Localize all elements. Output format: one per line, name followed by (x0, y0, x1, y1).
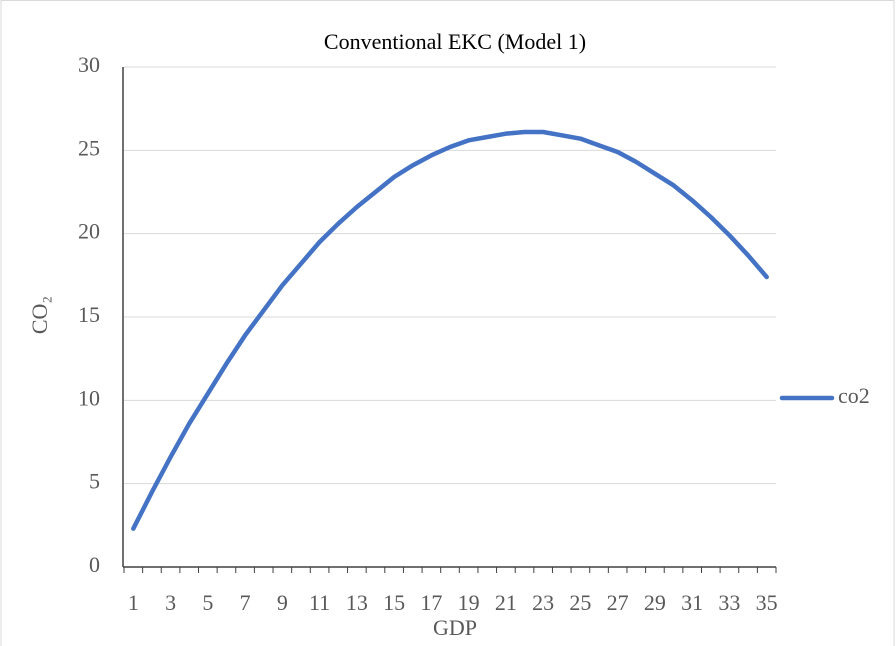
y-tick-label: 0 (89, 552, 100, 577)
x-axis-label: GDP (433, 615, 477, 640)
x-tick-label: 31 (681, 590, 703, 615)
x-tick-label: 9 (277, 590, 288, 615)
chart-title: Conventional EKC (Model 1) (324, 29, 586, 54)
y-tick-label: 15 (78, 302, 100, 327)
x-tick-label: 23 (532, 590, 554, 615)
y-axis-label: CO₂ (27, 296, 52, 334)
x-tick-label: 7 (240, 590, 251, 615)
line-series (131, 129, 769, 531)
y-tick-label: 30 (78, 52, 100, 77)
y-tick-label: 10 (78, 385, 100, 410)
legend-label: co2 (838, 383, 870, 408)
y-tick-label: 20 (78, 219, 100, 244)
x-tick-label: 11 (309, 590, 330, 615)
x-tick-label: 33 (718, 590, 740, 615)
x-tick-label: 5 (202, 590, 213, 615)
x-tick-label: 27 (607, 590, 629, 615)
x-tick-label: 1 (128, 590, 139, 615)
x-tick-label: 17 (420, 590, 442, 615)
y-tick-label: 25 (78, 135, 100, 160)
x-tick-label: 3 (165, 590, 176, 615)
x-tick-label: 25 (569, 590, 591, 615)
x-tick-label: 15 (383, 590, 405, 615)
x-tick-label: 21 (495, 590, 517, 615)
x-tick-label: 13 (346, 590, 368, 615)
y-tick-label: 5 (89, 469, 100, 494)
x-tick-label: 19 (458, 590, 480, 615)
x-tick-label: 35 (756, 590, 778, 615)
x-tick-label: 29 (644, 590, 666, 615)
